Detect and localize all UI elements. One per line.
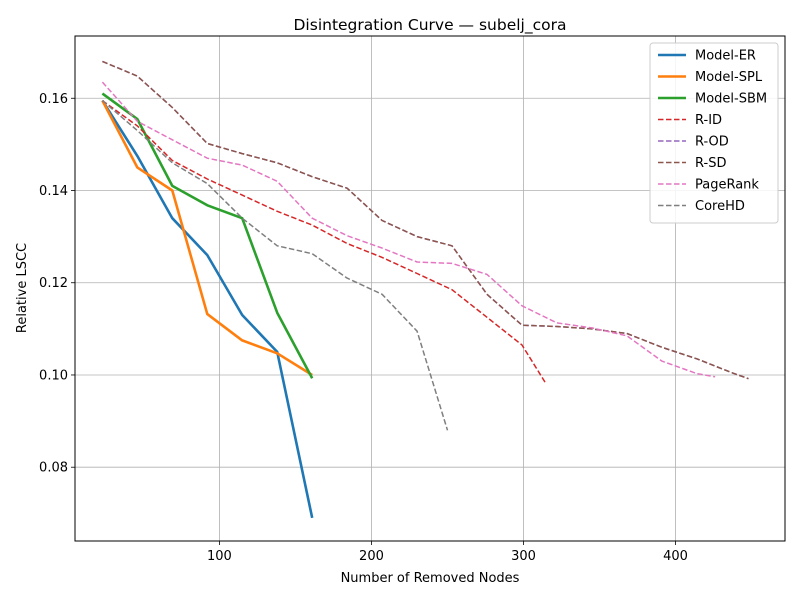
series-line-pagerank [101, 81, 716, 378]
y-tick-label: 0.10 [39, 368, 68, 383]
x-tick-label: 300 [511, 549, 536, 564]
x-tick-label: 100 [207, 549, 232, 564]
legend-box [649, 42, 779, 224]
legend: Model-ER Model-SPL Model-SBM R-ID R-OD R-SD Pa… [649, 42, 779, 224]
y-axis-title: Relative LSCC [15, 243, 30, 333]
legend-label: PageRank [695, 178, 759, 193]
chart-title: Disintegration Curve — subelj_cora [294, 16, 567, 35]
x-axis-title: Number of Removed Nodes [341, 571, 520, 586]
legend-label: Model-ER [695, 49, 756, 64]
y-tick-label: 0.14 [39, 184, 68, 199]
x-tick-label: 200 [359, 549, 384, 564]
axis-ticks: 100 200 300 400 0.08 0.10 0.12 0.14 0.16 [39, 92, 688, 564]
series-line-corehd [101, 100, 449, 431]
series-line-model-spl [101, 99, 313, 377]
series-line-r-sd [102, 60, 749, 380]
series-lines [101, 60, 749, 519]
legend-label: R-SD [695, 156, 726, 171]
series-line-model-sbm [101, 92, 314, 379]
legend-label: R-OD [695, 135, 729, 150]
legend-label: Model-SBM [695, 92, 767, 107]
x-tick-label: 400 [663, 549, 688, 564]
legend-label: R-ID [695, 113, 722, 128]
y-tick-label: 0.16 [39, 92, 68, 107]
legend-label: CoreHD [695, 199, 745, 214]
series-line-r-id [101, 99, 547, 385]
plot-area-frame [74, 35, 786, 542]
series-line-model-er [101, 99, 314, 519]
y-tick-label: 0.12 [39, 276, 68, 291]
legend-label: Model-SPL [695, 70, 763, 85]
y-tick-label: 0.08 [39, 461, 68, 476]
